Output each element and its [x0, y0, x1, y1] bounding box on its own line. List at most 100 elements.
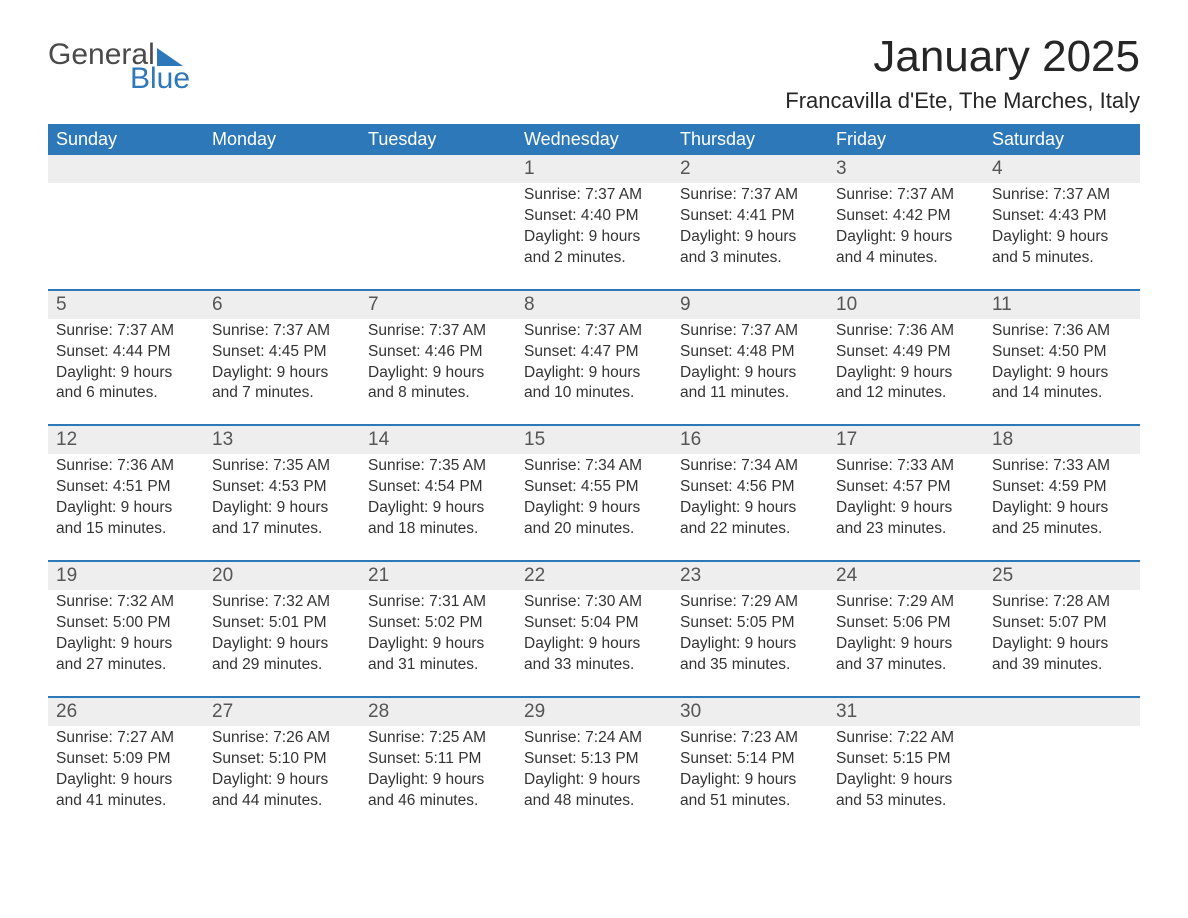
calendar-table: Sunday Monday Tuesday Wednesday Thursday… [48, 124, 1140, 831]
daylight-text: Daylight: 9 hours and 46 minutes. [368, 770, 508, 812]
day-number: 21 [360, 562, 516, 590]
day-number: 23 [672, 562, 828, 590]
day-body: Sunrise: 7:29 AMSunset: 5:05 PMDaylight:… [672, 590, 828, 676]
day-cell: Sunrise: 7:37 AMSunset: 4:43 PMDaylight:… [984, 183, 1140, 290]
weekday-header: Monday [204, 124, 360, 155]
sunrise-text: Sunrise: 7:33 AM [836, 456, 976, 477]
sunset-text: Sunset: 5:00 PM [56, 613, 196, 634]
day-number-cell: 3 [828, 155, 984, 183]
day-number: 14 [360, 426, 516, 454]
day-body: Sunrise: 7:33 AMSunset: 4:59 PMDaylight:… [984, 454, 1140, 540]
day-cell [204, 183, 360, 290]
sunrise-text: Sunrise: 7:37 AM [680, 321, 820, 342]
day-number: 17 [828, 426, 984, 454]
sunrise-text: Sunrise: 7:30 AM [524, 592, 664, 613]
sunrise-text: Sunrise: 7:36 AM [836, 321, 976, 342]
day-cell: Sunrise: 7:37 AMSunset: 4:44 PMDaylight:… [48, 319, 204, 426]
sunrise-text: Sunrise: 7:36 AM [56, 456, 196, 477]
daylight-text: Daylight: 9 hours and 22 minutes. [680, 498, 820, 540]
day-number-cell: 8 [516, 290, 672, 319]
week-body-row: Sunrise: 7:37 AMSunset: 4:44 PMDaylight:… [48, 319, 1140, 426]
page-header: General Blue January 2025 Francavilla d'… [48, 32, 1140, 114]
day-number-cell: 6 [204, 290, 360, 319]
day-cell: Sunrise: 7:37 AMSunset: 4:48 PMDaylight:… [672, 319, 828, 426]
day-number: 26 [48, 698, 204, 726]
sunrise-text: Sunrise: 7:37 AM [992, 185, 1132, 206]
sunrise-text: Sunrise: 7:34 AM [680, 456, 820, 477]
sunset-text: Sunset: 5:15 PM [836, 749, 976, 770]
sunset-text: Sunset: 4:57 PM [836, 477, 976, 498]
day-cell [360, 183, 516, 290]
day-number-cell: 21 [360, 561, 516, 590]
day-cell: Sunrise: 7:37 AMSunset: 4:42 PMDaylight:… [828, 183, 984, 290]
day-body: Sunrise: 7:37 AMSunset: 4:41 PMDaylight:… [672, 183, 828, 269]
day-number: 1 [516, 155, 672, 183]
day-body: Sunrise: 7:31 AMSunset: 5:02 PMDaylight:… [360, 590, 516, 676]
sunrise-text: Sunrise: 7:35 AM [212, 456, 352, 477]
week-body-row: Sunrise: 7:32 AMSunset: 5:00 PMDaylight:… [48, 590, 1140, 697]
day-number-cell: 15 [516, 425, 672, 454]
sunrise-text: Sunrise: 7:37 AM [836, 185, 976, 206]
day-cell: Sunrise: 7:33 AMSunset: 4:59 PMDaylight:… [984, 454, 1140, 561]
day-number-cell: 22 [516, 561, 672, 590]
day-body: Sunrise: 7:34 AMSunset: 4:55 PMDaylight:… [516, 454, 672, 540]
day-number-cell: 28 [360, 697, 516, 726]
day-number: 9 [672, 291, 828, 319]
calendar-body: 1234Sunrise: 7:37 AMSunset: 4:40 PMDayli… [48, 155, 1140, 831]
day-body: Sunrise: 7:23 AMSunset: 5:14 PMDaylight:… [672, 726, 828, 812]
day-cell: Sunrise: 7:33 AMSunset: 4:57 PMDaylight:… [828, 454, 984, 561]
day-body: Sunrise: 7:32 AMSunset: 5:01 PMDaylight:… [204, 590, 360, 676]
daylight-text: Daylight: 9 hours and 39 minutes. [992, 634, 1132, 676]
day-cell: Sunrise: 7:35 AMSunset: 4:53 PMDaylight:… [204, 454, 360, 561]
sunset-text: Sunset: 4:51 PM [56, 477, 196, 498]
daylight-text: Daylight: 9 hours and 6 minutes. [56, 363, 196, 405]
daylight-text: Daylight: 9 hours and 53 minutes. [836, 770, 976, 812]
day-cell: Sunrise: 7:31 AMSunset: 5:02 PMDaylight:… [360, 590, 516, 697]
day-body: Sunrise: 7:36 AMSunset: 4:51 PMDaylight:… [48, 454, 204, 540]
page-title: January 2025 [785, 32, 1140, 82]
sunset-text: Sunset: 4:54 PM [368, 477, 508, 498]
day-cell: Sunrise: 7:37 AMSunset: 4:41 PMDaylight:… [672, 183, 828, 290]
day-cell: Sunrise: 7:25 AMSunset: 5:11 PMDaylight:… [360, 726, 516, 832]
day-number: 31 [828, 698, 984, 726]
week-daynum-row: 19202122232425 [48, 561, 1140, 590]
sunrise-text: Sunrise: 7:32 AM [56, 592, 196, 613]
sunset-text: Sunset: 4:48 PM [680, 342, 820, 363]
daylight-text: Daylight: 9 hours and 20 minutes. [524, 498, 664, 540]
day-cell: Sunrise: 7:37 AMSunset: 4:46 PMDaylight:… [360, 319, 516, 426]
day-cell: Sunrise: 7:34 AMSunset: 4:56 PMDaylight:… [672, 454, 828, 561]
daylight-text: Daylight: 9 hours and 23 minutes. [836, 498, 976, 540]
day-cell: Sunrise: 7:27 AMSunset: 5:09 PMDaylight:… [48, 726, 204, 832]
day-number: 2 [672, 155, 828, 183]
daylight-text: Daylight: 9 hours and 5 minutes. [992, 227, 1132, 269]
day-cell: Sunrise: 7:37 AMSunset: 4:45 PMDaylight:… [204, 319, 360, 426]
day-number-cell: 23 [672, 561, 828, 590]
day-number: 28 [360, 698, 516, 726]
day-number: 11 [984, 291, 1140, 319]
day-body: Sunrise: 7:32 AMSunset: 5:00 PMDaylight:… [48, 590, 204, 676]
daylight-text: Daylight: 9 hours and 11 minutes. [680, 363, 820, 405]
logo: General Blue [48, 32, 190, 94]
day-cell: Sunrise: 7:30 AMSunset: 5:04 PMDaylight:… [516, 590, 672, 697]
sunrise-text: Sunrise: 7:37 AM [680, 185, 820, 206]
sunset-text: Sunset: 4:40 PM [524, 206, 664, 227]
sunrise-text: Sunrise: 7:32 AM [212, 592, 352, 613]
sunrise-text: Sunrise: 7:34 AM [524, 456, 664, 477]
daylight-text: Daylight: 9 hours and 8 minutes. [368, 363, 508, 405]
sunrise-text: Sunrise: 7:22 AM [836, 728, 976, 749]
sunrise-text: Sunrise: 7:37 AM [524, 185, 664, 206]
daylight-text: Daylight: 9 hours and 4 minutes. [836, 227, 976, 269]
daylight-text: Daylight: 9 hours and 25 minutes. [992, 498, 1132, 540]
day-number-cell: 13 [204, 425, 360, 454]
sunset-text: Sunset: 4:55 PM [524, 477, 664, 498]
day-number: 3 [828, 155, 984, 183]
sunset-text: Sunset: 5:07 PM [992, 613, 1132, 634]
day-cell: Sunrise: 7:29 AMSunset: 5:06 PMDaylight:… [828, 590, 984, 697]
sunrise-text: Sunrise: 7:27 AM [56, 728, 196, 749]
day-number-cell: 1 [516, 155, 672, 183]
sunset-text: Sunset: 4:49 PM [836, 342, 976, 363]
day-number-cell: 29 [516, 697, 672, 726]
sunset-text: Sunset: 4:43 PM [992, 206, 1132, 227]
daylight-text: Daylight: 9 hours and 33 minutes. [524, 634, 664, 676]
day-number: 30 [672, 698, 828, 726]
